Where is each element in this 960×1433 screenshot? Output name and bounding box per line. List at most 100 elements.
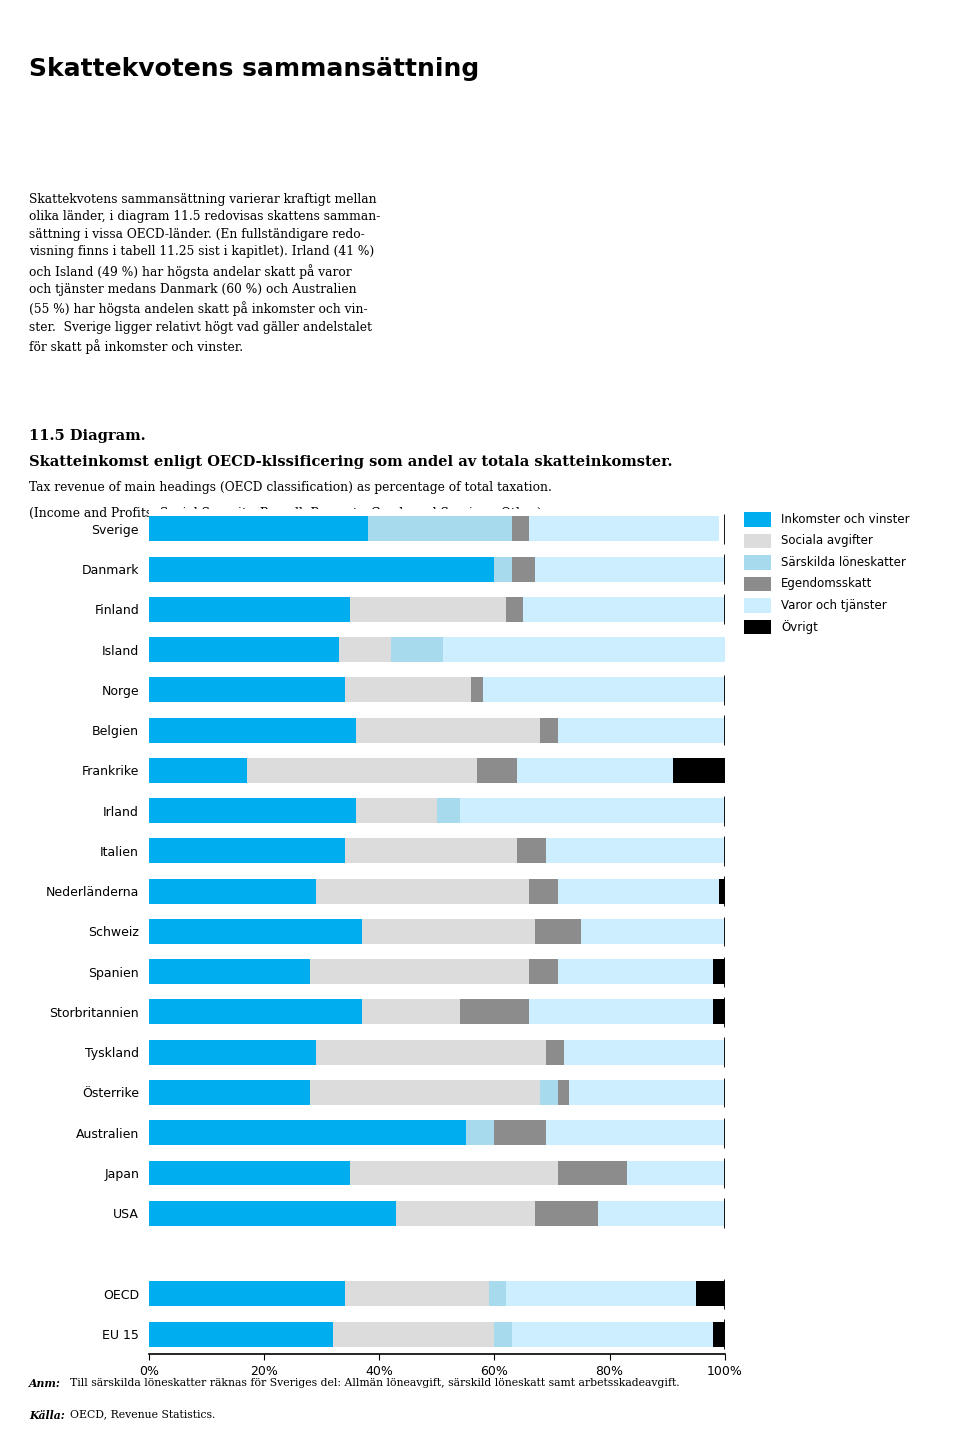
- Bar: [598, 1201, 725, 1225]
- Bar: [558, 1080, 569, 1105]
- Bar: [437, 798, 460, 823]
- Bar: [744, 620, 771, 633]
- Bar: [569, 1080, 725, 1105]
- Bar: [356, 718, 540, 742]
- Bar: [506, 1281, 696, 1307]
- Bar: [149, 556, 494, 582]
- Bar: [512, 516, 529, 542]
- Text: Egendomsskatt: Egendomsskatt: [781, 577, 873, 590]
- Bar: [535, 556, 725, 582]
- Bar: [489, 1281, 506, 1307]
- Text: OECD, Revenue Statistics.: OECD, Revenue Statistics.: [70, 1410, 216, 1420]
- Bar: [558, 959, 713, 984]
- Bar: [713, 959, 725, 984]
- Text: 11.5 Diagram.: 11.5 Diagram.: [29, 428, 145, 443]
- Bar: [477, 758, 517, 782]
- Bar: [339, 638, 391, 662]
- Bar: [744, 577, 771, 590]
- Text: Till särskilda löneskatter räknas för Sveriges del: Allmän löneavgift, särskild : Till särskilda löneskatter räknas för Sv…: [70, 1377, 680, 1387]
- Bar: [713, 1321, 725, 1347]
- Text: Inkomster och vinster: Inkomster och vinster: [781, 513, 910, 526]
- Bar: [149, 516, 368, 542]
- Bar: [744, 535, 771, 547]
- Bar: [443, 638, 725, 662]
- Text: Särskilda löneskatter: Särskilda löneskatter: [781, 556, 906, 569]
- Bar: [529, 999, 713, 1025]
- Bar: [149, 678, 345, 702]
- Bar: [149, 1161, 350, 1185]
- Bar: [350, 1161, 558, 1185]
- Text: Tax revenue of main headings (OECD classification) as percentage of total taxati: Tax revenue of main headings (OECD class…: [29, 481, 552, 494]
- Bar: [512, 1321, 713, 1347]
- Bar: [316, 1040, 546, 1065]
- Bar: [558, 878, 719, 904]
- Bar: [149, 1201, 396, 1225]
- Bar: [149, 1281, 345, 1307]
- Bar: [529, 959, 558, 984]
- Bar: [506, 598, 523, 622]
- Bar: [744, 513, 771, 526]
- Bar: [535, 919, 581, 944]
- Bar: [345, 1281, 489, 1307]
- Bar: [540, 1080, 558, 1105]
- Bar: [546, 838, 725, 864]
- Bar: [149, 1040, 316, 1065]
- Bar: [564, 1040, 725, 1065]
- Bar: [149, 878, 316, 904]
- Bar: [149, 598, 350, 622]
- Bar: [310, 959, 529, 984]
- Bar: [546, 1121, 725, 1145]
- Bar: [558, 1161, 627, 1185]
- Bar: [350, 598, 506, 622]
- Bar: [149, 1321, 333, 1347]
- Text: Skatteinkomst enligt OECD-klssificering som andel av totala skatteinkomster.: Skatteinkomst enligt OECD-klssificering …: [29, 456, 672, 469]
- Bar: [149, 1080, 310, 1105]
- Text: 155: 155: [907, 20, 936, 34]
- Bar: [713, 999, 725, 1025]
- Bar: [696, 1281, 725, 1307]
- Bar: [627, 1161, 725, 1185]
- Bar: [149, 959, 310, 984]
- Bar: [744, 556, 771, 569]
- Text: Anm:: Anm:: [29, 1377, 60, 1389]
- Bar: [744, 599, 771, 612]
- Bar: [471, 678, 483, 702]
- Bar: [149, 919, 362, 944]
- Bar: [535, 1201, 598, 1225]
- Bar: [483, 678, 725, 702]
- Text: Sociala avgifter: Sociala avgifter: [781, 535, 873, 547]
- Text: Källa:: Källa:: [29, 1410, 64, 1420]
- Bar: [149, 798, 356, 823]
- Bar: [494, 1121, 546, 1145]
- Bar: [396, 1201, 535, 1225]
- Bar: [149, 838, 345, 864]
- Text: Övrigt: Övrigt: [781, 620, 818, 633]
- Bar: [581, 919, 725, 944]
- Bar: [333, 1321, 494, 1347]
- Bar: [546, 1040, 564, 1065]
- Bar: [149, 638, 339, 662]
- Bar: [149, 758, 247, 782]
- Bar: [529, 516, 719, 542]
- Bar: [719, 878, 725, 904]
- Bar: [149, 1121, 466, 1145]
- Bar: [494, 1321, 512, 1347]
- Bar: [345, 838, 517, 864]
- Bar: [345, 678, 471, 702]
- Bar: [362, 919, 535, 944]
- Bar: [149, 999, 362, 1025]
- Bar: [149, 718, 356, 742]
- Text: Skattekvotens sammansättning: Skattekvotens sammansättning: [29, 57, 479, 82]
- Bar: [540, 718, 558, 742]
- Text: Skattekvotens sammansättning varierar kraftigt mellan
olika länder, i diagram 11: Skattekvotens sammansättning varierar kr…: [29, 193, 380, 354]
- Bar: [460, 798, 725, 823]
- Bar: [391, 638, 443, 662]
- Bar: [362, 999, 460, 1025]
- Bar: [466, 1121, 494, 1145]
- Bar: [368, 516, 512, 542]
- Bar: [558, 718, 725, 742]
- Bar: [316, 878, 529, 904]
- Bar: [494, 556, 512, 582]
- Bar: [356, 798, 437, 823]
- Text: Varor och tjänster: Varor och tjänster: [781, 599, 887, 612]
